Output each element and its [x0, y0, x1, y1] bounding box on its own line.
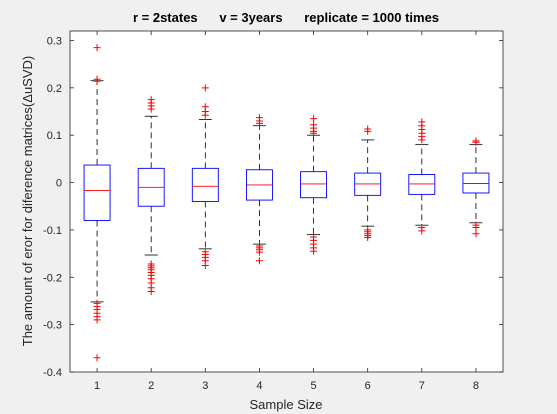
x-axis-label: Sample Size — [250, 397, 323, 412]
axes-frame — [69, 30, 504, 373]
outlier-point — [472, 224, 480, 232]
outlier-point — [201, 111, 209, 119]
x-tick-label: 2 — [148, 380, 154, 392]
box-group-6 — [354, 125, 382, 241]
x-axis: 1 2 3 4 5 6 7 8 — [94, 31, 479, 392]
box-group-7 — [408, 118, 436, 235]
y-tick-label: 0.3 — [47, 35, 62, 47]
outlier-point — [147, 105, 155, 113]
y-tick-label: -0.2 — [43, 272, 62, 284]
outlier-point — [310, 115, 318, 123]
axes-background — [70, 31, 503, 372]
x-tick-label: 1 — [94, 380, 100, 392]
outlier-point — [310, 129, 318, 137]
outlier-point — [93, 354, 101, 362]
box — [191, 167, 219, 202]
outlier-point — [418, 136, 426, 144]
outlier-point — [472, 138, 480, 146]
outlier-point — [93, 77, 101, 85]
plot-layer — [83, 44, 490, 362]
x-tick-label: 7 — [419, 380, 425, 392]
y-tick-label: 0.2 — [47, 83, 62, 95]
outlier-point — [147, 287, 155, 295]
box — [408, 174, 436, 195]
outlier-point — [93, 44, 101, 52]
outlier-point — [364, 127, 372, 135]
y-tick-label: -0.1 — [43, 225, 62, 237]
outlier-point — [255, 248, 263, 256]
outlier-point — [93, 316, 101, 324]
box-group-2 — [137, 96, 165, 295]
y-tick-label: 0.1 — [47, 130, 62, 142]
outlier-point — [255, 119, 263, 127]
box — [300, 171, 328, 199]
outlier-point — [418, 227, 426, 235]
outlier-point — [310, 247, 318, 255]
x-tick-label: 6 — [365, 380, 371, 392]
x-tick-label: 3 — [202, 380, 208, 392]
box-group-5 — [300, 115, 328, 255]
chart-title: r = 2states v = 3years replicate = 1000 … — [133, 10, 439, 25]
outlier-point — [201, 84, 209, 92]
box-group-4 — [245, 114, 273, 265]
box — [83, 164, 111, 221]
box-group-1 — [83, 44, 111, 362]
box-group-3 — [191, 84, 219, 269]
y-axis-label: The amount of eror for diference matrice… — [20, 56, 35, 346]
outlier-point — [364, 233, 372, 241]
y-tick-label: 0 — [56, 178, 62, 190]
x-tick-label: 5 — [311, 380, 317, 392]
y-tick-label: -0.3 — [43, 320, 62, 332]
outlier-point — [201, 261, 209, 269]
box — [462, 172, 490, 194]
x-tick-label: 4 — [256, 380, 262, 392]
box-group-8 — [462, 137, 490, 238]
outlier-point — [255, 257, 263, 265]
outlier-point — [472, 230, 480, 238]
y-tick-label: -0.4 — [43, 367, 62, 379]
y-axis: 0.3 0.2 0.1 0 -0.1 -0.2 -0.3 -0.4 — [43, 35, 503, 379]
x-tick-label: 8 — [473, 380, 479, 392]
